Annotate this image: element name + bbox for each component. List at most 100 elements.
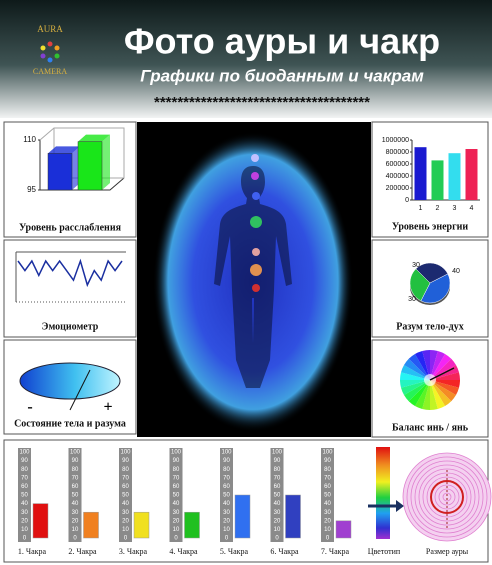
tube-tick-label: 30 <box>274 510 281 516</box>
tube-tick-label: 90 <box>223 458 230 464</box>
chakra-bar <box>83 511 99 539</box>
x-tick-label: 2 <box>436 205 440 212</box>
logo-dots <box>40 41 60 63</box>
tube-tick-label: 100 <box>221 450 232 456</box>
bar <box>47 153 73 191</box>
wheel-wedge <box>404 358 430 380</box>
pie-slice <box>409 268 431 302</box>
tube-tick-label: 100 <box>322 450 333 456</box>
tube-tick-label: 50 <box>223 493 230 499</box>
chakra-bar <box>184 511 200 539</box>
y-tick-label: 110 <box>23 135 36 144</box>
tube-tick-label: 0 <box>225 536 229 542</box>
bar <box>414 147 427 200</box>
bar-top <box>78 134 110 142</box>
chakra-bar <box>32 503 49 539</box>
color-type-label: Цветотип <box>368 547 401 556</box>
aura-ring <box>410 460 484 534</box>
tube-tick-label: 10 <box>122 527 129 533</box>
tube-tick-label: 50 <box>324 493 331 499</box>
wheel-wedge <box>415 380 430 409</box>
chakra-label: 4. Чакра <box>169 547 198 556</box>
tube-tick-label: 70 <box>173 475 180 481</box>
tube-tick-label: 80 <box>21 467 28 473</box>
tube-tick-label: 70 <box>223 475 230 481</box>
chakra-bar <box>234 494 251 539</box>
axis-frame <box>39 140 125 191</box>
tube-tick-label: 20 <box>21 518 28 524</box>
wheel-wedge <box>430 380 456 402</box>
color-type <box>368 447 404 539</box>
tube-tick-label: 100 <box>272 450 283 456</box>
tube-scale <box>270 448 284 542</box>
tube-tick-label: 90 <box>173 458 180 464</box>
wheel-wedge <box>422 380 430 410</box>
tube-tick-label: 10 <box>274 527 281 533</box>
aura-ring <box>426 476 468 518</box>
aura-size-label: Размер ауры <box>426 547 469 556</box>
tube-tick-label: 80 <box>122 467 129 473</box>
subtitle: Графики по биоданным и чакрам <box>140 66 424 85</box>
tube-tick-label: 60 <box>223 484 230 490</box>
color-wheel <box>400 350 460 410</box>
tube-tick-label: 30 <box>122 510 129 516</box>
aura-ring <box>414 464 480 530</box>
bar <box>77 141 103 191</box>
tube-tick-label: 60 <box>173 484 180 490</box>
chakra-label: 2. Чакра <box>68 547 97 556</box>
body-mind-ellipse <box>19 362 121 400</box>
header-bg <box>0 0 492 118</box>
panel-label: Уровень энергии <box>392 221 469 232</box>
aura-ring <box>438 488 456 506</box>
tube-tick-label: 60 <box>21 484 28 490</box>
wheel-wedge <box>401 380 430 395</box>
tube-tick-label: 40 <box>72 501 79 507</box>
tube-tick-label: 30 <box>223 510 230 516</box>
title: Фото ауры и чакр <box>124 21 440 62</box>
wheel-wedge <box>422 350 430 380</box>
aura-ring <box>406 456 488 538</box>
panel <box>3 239 137 338</box>
panel-label: Состояние тела и разума <box>14 418 126 429</box>
chakra-label: 5. Чакра <box>220 547 249 556</box>
tube-scale <box>119 448 132 542</box>
panel-label: Баланс инь / янь <box>392 422 469 433</box>
tube-tick-label: 10 <box>21 527 28 533</box>
tube-tick-label: 50 <box>173 493 180 499</box>
wheel-wedge <box>400 380 430 388</box>
tube-tick-label: 80 <box>173 467 180 473</box>
bar <box>431 160 444 200</box>
tube-tick-label: 10 <box>173 527 180 533</box>
tube-tick-label: 40 <box>122 501 129 507</box>
wheel-wedge <box>430 372 460 380</box>
wheel-wedge <box>415 351 430 380</box>
y-tick-label: 95 <box>27 185 36 194</box>
tube-tick-label: 20 <box>223 518 230 524</box>
tube-tick-label: 0 <box>174 536 178 542</box>
wheel-wedge <box>430 380 452 406</box>
y-tick-label: 800000 <box>386 149 409 156</box>
panel-label: Уровень расслабления <box>19 222 122 233</box>
emotion-line <box>17 258 123 288</box>
tube-tick-label: 50 <box>21 493 28 499</box>
tube-tick-label: 70 <box>72 475 79 481</box>
bar <box>448 153 461 200</box>
tube-scale <box>68 448 82 542</box>
aura-photo <box>137 122 371 437</box>
wheel-wedge <box>430 380 459 395</box>
aura-ring <box>434 484 460 510</box>
tube-tick-label: 20 <box>173 518 180 524</box>
tube-tick-label: 10 <box>223 527 230 533</box>
tube-tick-label: 30 <box>173 510 180 516</box>
panel-label: Эмоциометр <box>42 321 99 332</box>
tube-tick-label: 0 <box>124 536 128 542</box>
bar-side <box>102 134 110 190</box>
tube-tick-label: 20 <box>72 518 79 524</box>
chakra-label: 6. Чакра <box>270 547 299 556</box>
tube-tick-label: 70 <box>324 475 331 481</box>
logo-bottom: CAMERA <box>33 67 67 76</box>
wheel-wedge <box>404 380 430 402</box>
tube-tick-label: 0 <box>326 536 330 542</box>
